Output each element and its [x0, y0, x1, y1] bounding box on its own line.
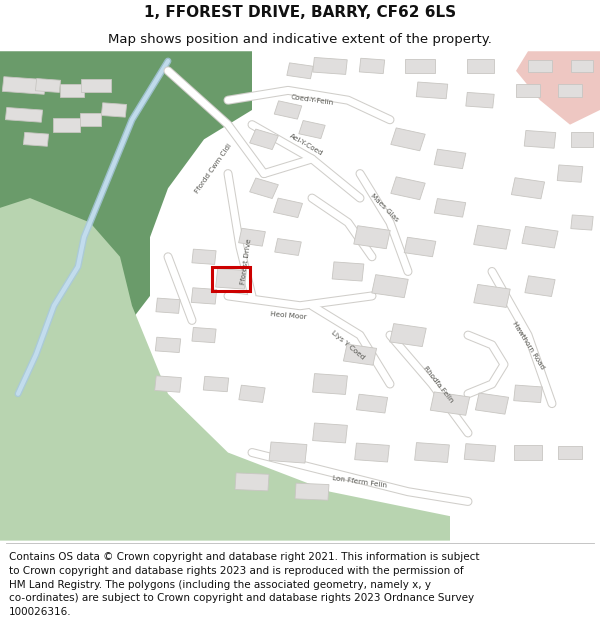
- Text: Rhodfa Felin: Rhodfa Felin: [422, 365, 454, 403]
- Text: Lon Fferm Felin: Lon Fferm Felin: [332, 475, 388, 489]
- Bar: [571, 215, 593, 230]
- Bar: [192, 328, 216, 342]
- Bar: [79, 113, 101, 126]
- Bar: [558, 84, 582, 97]
- Bar: [405, 59, 435, 72]
- Bar: [558, 446, 582, 459]
- Bar: [372, 274, 408, 298]
- Text: Hawthorn Road: Hawthorn Road: [511, 320, 545, 370]
- Bar: [2, 77, 46, 94]
- Text: 100026316.: 100026316.: [9, 607, 71, 617]
- Bar: [571, 60, 593, 72]
- Bar: [434, 149, 466, 169]
- Bar: [473, 225, 511, 249]
- Bar: [430, 392, 470, 415]
- Bar: [416, 82, 448, 99]
- Bar: [332, 262, 364, 281]
- Bar: [467, 59, 494, 72]
- Bar: [415, 442, 449, 462]
- Bar: [475, 393, 509, 414]
- Text: co-ordinates) are subject to Crown copyright and database rights 2023 Ordnance S: co-ordinates) are subject to Crown copyr…: [9, 594, 474, 604]
- Bar: [391, 177, 425, 200]
- Text: Maes Glas: Maes Glas: [369, 192, 399, 223]
- Polygon shape: [0, 198, 450, 541]
- Bar: [524, 131, 556, 148]
- Bar: [156, 298, 180, 313]
- Bar: [35, 79, 61, 92]
- Text: to Crown copyright and database rights 2023 and is reproduced with the permissio: to Crown copyright and database rights 2…: [9, 566, 464, 576]
- Bar: [101, 102, 127, 117]
- Text: Coed-Y-Felin: Coed-Y-Felin: [290, 94, 334, 106]
- Bar: [355, 443, 389, 462]
- Bar: [390, 324, 426, 347]
- Bar: [525, 276, 555, 296]
- Bar: [269, 442, 307, 463]
- Bar: [191, 288, 217, 304]
- Bar: [516, 84, 540, 97]
- Bar: [511, 177, 545, 199]
- Bar: [299, 121, 325, 139]
- Bar: [53, 118, 79, 131]
- Bar: [571, 132, 593, 147]
- Bar: [356, 394, 388, 413]
- Text: Ffordd Cwm Cldi: Ffordd Cwm Cldi: [194, 142, 232, 194]
- Text: Ael-Y-Coed: Ael-Y-Coed: [288, 132, 324, 156]
- Bar: [23, 132, 49, 146]
- Text: Heol Moor: Heol Moor: [269, 311, 307, 320]
- Bar: [474, 284, 510, 308]
- Bar: [464, 444, 496, 461]
- Bar: [528, 60, 552, 72]
- Bar: [354, 226, 390, 249]
- Bar: [295, 483, 329, 500]
- Bar: [239, 385, 265, 402]
- Text: Llys Y Coed: Llys Y Coed: [330, 329, 366, 361]
- Bar: [81, 79, 111, 92]
- Bar: [313, 374, 347, 394]
- Bar: [250, 129, 278, 149]
- Bar: [215, 269, 247, 289]
- Bar: [274, 101, 302, 119]
- Bar: [359, 58, 385, 74]
- Bar: [522, 226, 558, 248]
- Bar: [287, 63, 313, 79]
- Text: HM Land Registry. The polygons (including the associated geometry, namely x, y: HM Land Registry. The polygons (includin…: [9, 580, 431, 590]
- Bar: [466, 92, 494, 108]
- Bar: [275, 239, 301, 256]
- Text: Map shows position and indicative extent of the property.: Map shows position and indicative extent…: [108, 34, 492, 46]
- Bar: [203, 376, 229, 392]
- Bar: [192, 249, 216, 264]
- Bar: [155, 338, 181, 352]
- Bar: [343, 344, 377, 365]
- Bar: [514, 385, 542, 402]
- Bar: [5, 107, 43, 122]
- Bar: [313, 58, 347, 74]
- Bar: [239, 228, 265, 246]
- Text: Contains OS data © Crown copyright and database right 2021. This information is : Contains OS data © Crown copyright and d…: [9, 552, 479, 562]
- Bar: [274, 198, 302, 217]
- Text: Fforest Drive: Fforest Drive: [240, 238, 252, 285]
- Bar: [404, 238, 436, 257]
- Bar: [212, 267, 250, 291]
- Bar: [313, 423, 347, 443]
- Polygon shape: [516, 51, 600, 124]
- Bar: [235, 473, 269, 491]
- Bar: [60, 84, 84, 98]
- Bar: [391, 128, 425, 151]
- Bar: [155, 376, 181, 392]
- Text: 1, FFOREST DRIVE, BARRY, CF62 6LS: 1, FFOREST DRIVE, BARRY, CF62 6LS: [144, 5, 456, 20]
- Polygon shape: [0, 51, 252, 442]
- Bar: [250, 178, 278, 199]
- Bar: [557, 165, 583, 182]
- Bar: [514, 445, 542, 460]
- Bar: [434, 199, 466, 217]
